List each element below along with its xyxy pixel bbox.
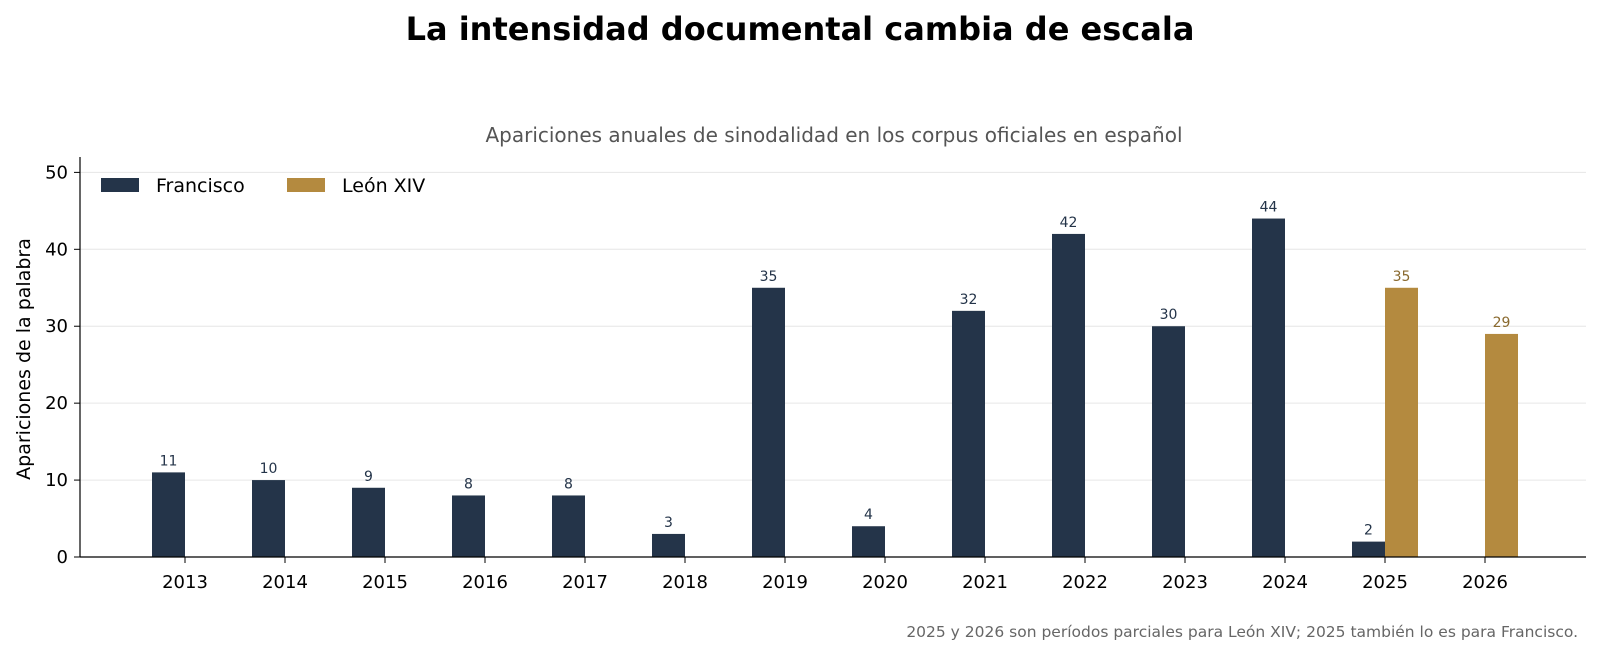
bar: [1352, 541, 1385, 557]
y-tick-label: 10: [45, 470, 68, 491]
x-tick-label: 2014: [262, 572, 308, 593]
y-axis-label: Apariciones de la palabra: [13, 238, 35, 480]
bar: [452, 495, 485, 557]
data-label: 8: [564, 476, 573, 492]
data-label: 35: [760, 269, 778, 285]
data-labels: 11 10 9 8 8 3 35 4 32 42 30 44 2 35 29: [160, 200, 1511, 539]
y-tick-label: 0: [57, 547, 68, 568]
x-tick-label: 2015: [362, 572, 408, 593]
bar: [152, 472, 185, 557]
y-tick-label: 30: [45, 316, 68, 337]
bar: [1385, 287, 1418, 557]
bars: [152, 218, 1518, 558]
chart-subtitle: Apariciones anuales de sinodalidad en lo…: [485, 123, 1182, 147]
y-tick-label: 20: [45, 393, 68, 414]
data-label: 4: [864, 507, 873, 523]
x-tick-label: 2021: [962, 572, 1008, 593]
x-tick-label: 2017: [562, 572, 608, 593]
data-label: 35: [1393, 269, 1411, 285]
data-label: 9: [364, 469, 373, 485]
y-tick-label: 50: [45, 162, 68, 183]
bar: [252, 480, 285, 557]
bar: [1252, 218, 1285, 558]
data-label: 11: [160, 453, 178, 469]
y-tick-labels: 0 10 20 30 40 50: [45, 162, 80, 568]
legend-label: Francisco: [156, 175, 245, 197]
x-tick-label: 2016: [462, 572, 508, 593]
x-tick-label: 2023: [1162, 572, 1208, 593]
x-tick-label: 2020: [862, 572, 908, 593]
x-tick-label: 2018: [662, 572, 708, 593]
data-label: 10: [260, 461, 278, 477]
x-tick-label: 2025: [1362, 572, 1408, 593]
bar: [852, 526, 885, 557]
data-label: 2: [1364, 523, 1373, 539]
bar: [652, 533, 685, 557]
axes: [79, 157, 1586, 558]
bar: [1152, 326, 1185, 557]
bar: [952, 310, 985, 557]
data-label: 3: [664, 515, 673, 531]
x-tick-labels: 2013 2014 2015 2016 2017 2018 2019 2020 2021 2022…: [162, 557, 1508, 593]
x-tick-label: 2026: [1462, 572, 1508, 593]
legend: Francisco León XIV: [101, 175, 425, 197]
bar: [1485, 333, 1518, 557]
data-label: 29: [1493, 315, 1511, 331]
bar: [752, 287, 785, 557]
x-tick-label: 2019: [762, 572, 808, 593]
y-tick-label: 40: [45, 239, 68, 260]
data-label: 30: [1160, 307, 1178, 323]
legend-swatch: [287, 178, 325, 192]
legend-swatch: [101, 178, 139, 192]
x-tick-label: 2022: [1062, 572, 1108, 593]
data-label: 8: [464, 476, 473, 492]
gridlines: [80, 171, 1586, 481]
bar: [352, 487, 385, 557]
data-label: 42: [1060, 215, 1078, 231]
data-label: 32: [960, 292, 978, 308]
bar: [552, 495, 585, 557]
bar: [1052, 233, 1085, 557]
x-tick-label: 2024: [1262, 572, 1308, 593]
x-tick-label: 2013: [162, 572, 208, 593]
legend-label: León XIV: [342, 175, 425, 197]
footnote: 2025 y 2026 son períodos parciales para …: [906, 623, 1578, 641]
chart-title: La intensidad documental cambia de escal…: [406, 10, 1195, 48]
data-label: 44: [1260, 200, 1278, 216]
